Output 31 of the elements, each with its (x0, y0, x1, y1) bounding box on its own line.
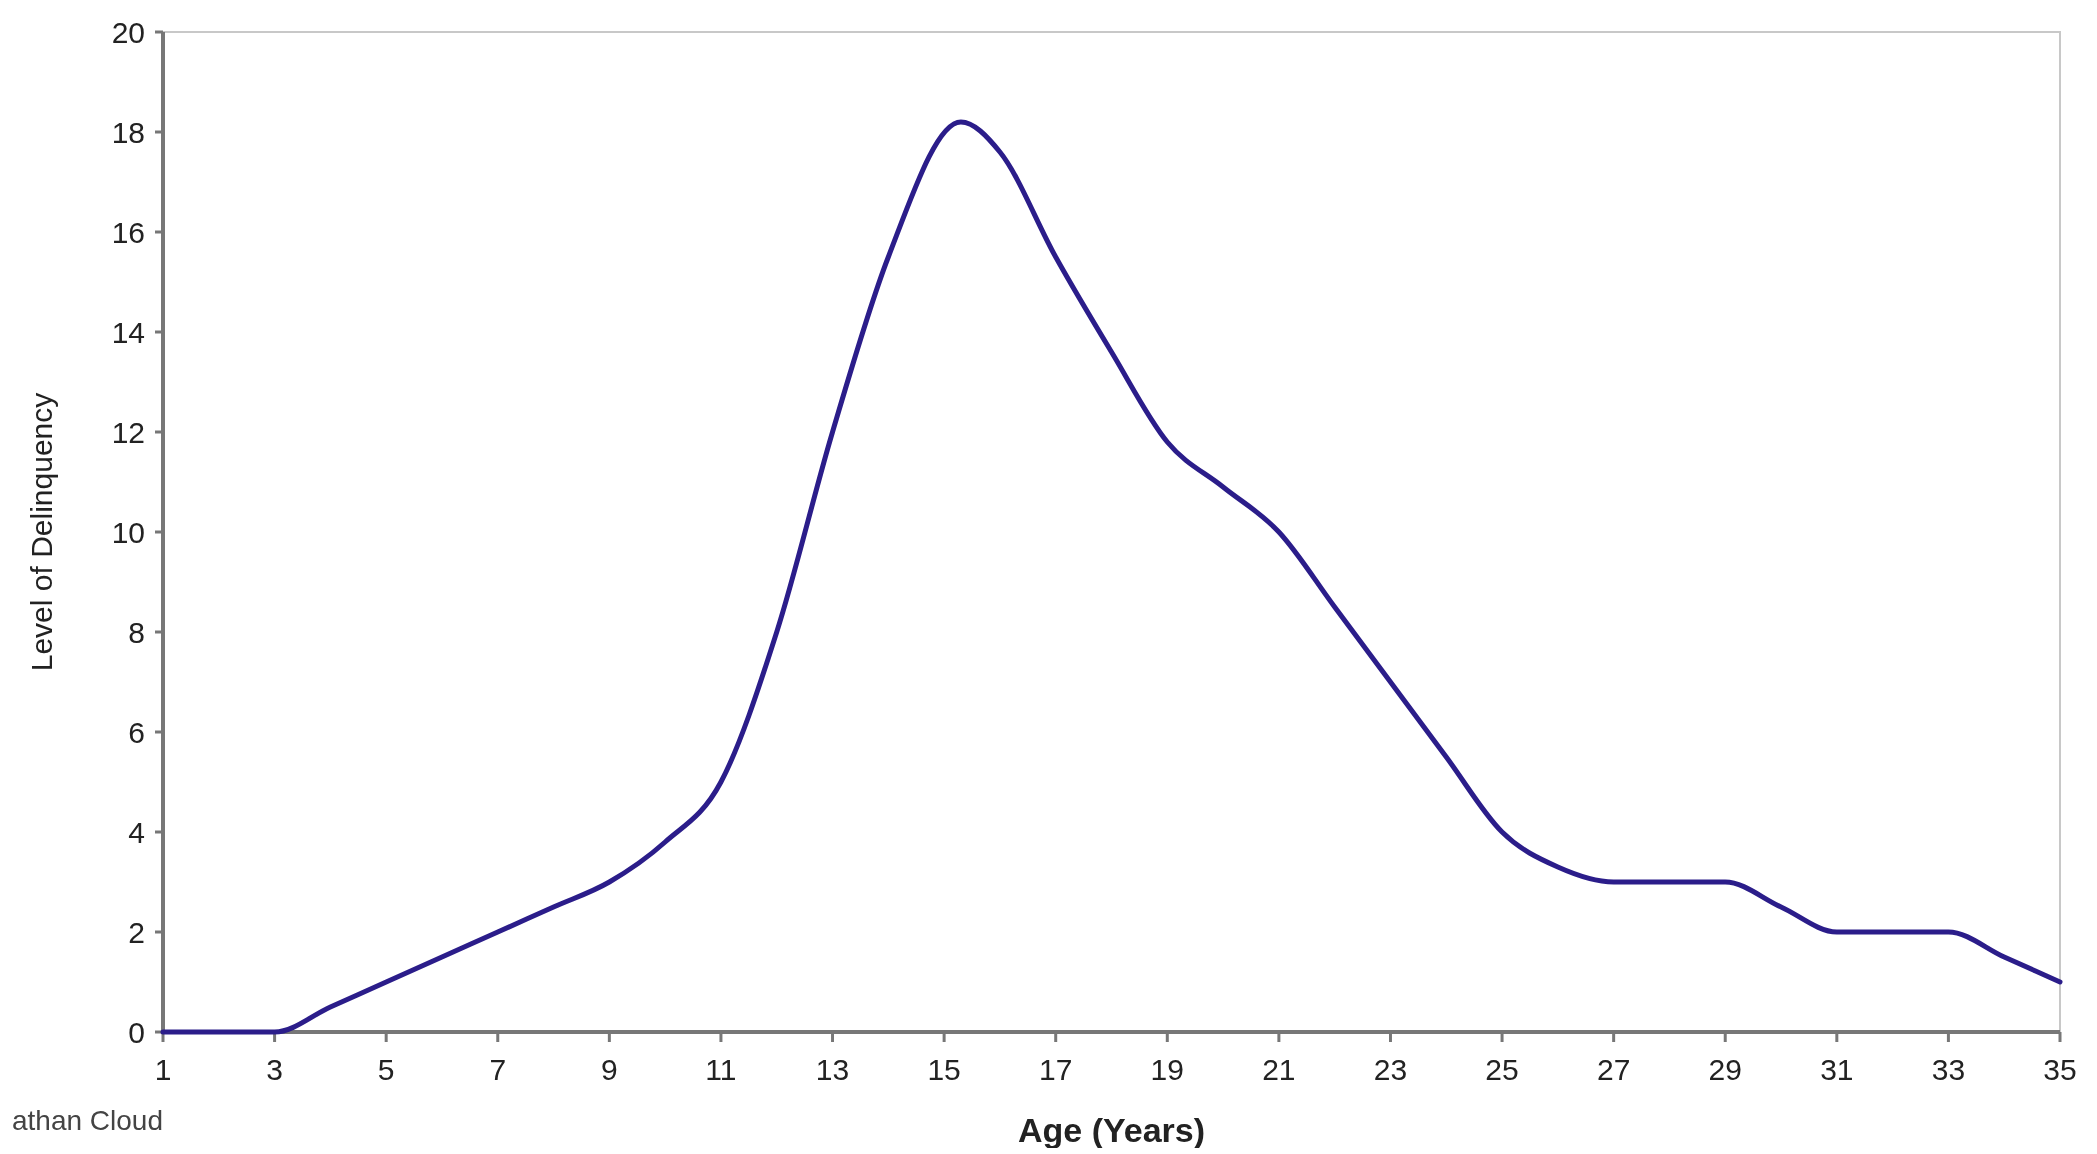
x-tick-label: 35 (2043, 1053, 2077, 1086)
y-tick-label: 20 (111, 15, 145, 49)
x-tick-label: 17 (1039, 1053, 1073, 1086)
x-tick-label: 29 (1708, 1053, 1742, 1086)
y-tick-label: 18 (111, 115, 145, 149)
x-tick-label: 21 (1262, 1053, 1296, 1086)
x-tick-label: 33 (1931, 1053, 1966, 1086)
x-tick-label: 1 (154, 1053, 172, 1086)
x-tick-label: 27 (1596, 1053, 1631, 1086)
y-tick-label: 4 (128, 815, 145, 849)
x-tick-label: 19 (1150, 1053, 1184, 1086)
y-tick-label: 12 (111, 415, 145, 449)
x-tick-label: 3 (266, 1053, 283, 1086)
x-tick-label: 9 (601, 1053, 618, 1086)
x-tick-label: 13 (815, 1053, 850, 1086)
y-tick-label: 6 (128, 715, 145, 749)
text: athan Cloud (12, 1105, 164, 1136)
x-tick-label: 11 (705, 1053, 737, 1086)
x-tick-label: 25 (1485, 1053, 1519, 1086)
y-tick-label: 10 (111, 515, 145, 549)
x-tick-label: 31 (1820, 1053, 1854, 1086)
y-tick-label: 8 (128, 615, 145, 649)
y-tick-label: 0 (128, 1015, 145, 1049)
y-tick-label: 2 (128, 915, 145, 949)
x-tick-label: 5 (377, 1053, 395, 1086)
x-tick-label: 23 (1373, 1053, 1408, 1086)
y-axis-title: Level of Delinquency (25, 392, 58, 672)
y-tick-label: 14 (111, 315, 145, 349)
y-tick-label: 16 (111, 215, 145, 249)
x-tick-label: 7 (489, 1053, 507, 1086)
x-tick-label: 15 (927, 1053, 961, 1086)
